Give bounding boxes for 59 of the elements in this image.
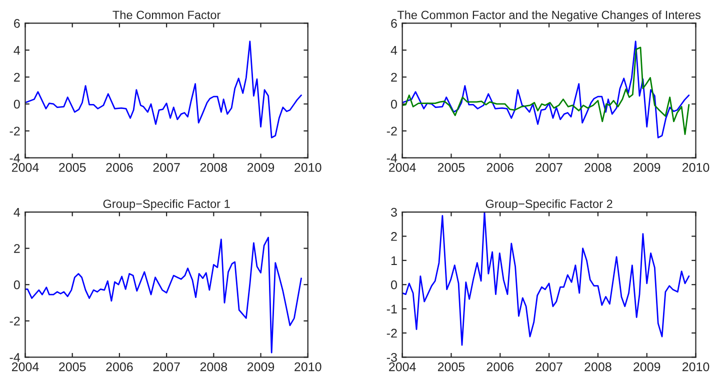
y-tick-label: 4 bbox=[14, 208, 20, 217]
x-tick-label: 2005 bbox=[59, 362, 86, 372]
y-tick-label: 2 bbox=[391, 72, 397, 82]
y-tick-label: 0 bbox=[390, 100, 397, 109]
line-series bbox=[25, 236, 302, 354]
x-tick-label: 2010 bbox=[682, 163, 710, 172]
x-tick-label: 2007 bbox=[153, 163, 180, 172]
x-tick-label: 2005 bbox=[438, 163, 465, 172]
x-tick-label: 2004 bbox=[389, 163, 416, 172]
x-tick-label: 2007 bbox=[536, 163, 562, 172]
y-tick-label: -2 bbox=[386, 328, 397, 338]
chart-title: Group−Specific Factor 2 bbox=[486, 199, 612, 210]
x-tick-label: 2008 bbox=[584, 163, 612, 172]
x-tick-label: 2008 bbox=[200, 362, 228, 372]
chart-title: The Common Factor and the Negative Changes of Interes bbox=[397, 10, 701, 22]
y-tick-label: 6 bbox=[391, 18, 397, 28]
y-tick-label: 0 bbox=[390, 280, 397, 290]
x-tick-label: 2007 bbox=[536, 362, 562, 372]
x-tick-label: 2006 bbox=[106, 362, 133, 372]
line-series bbox=[402, 212, 690, 346]
y-tick-label: -3 bbox=[386, 352, 397, 362]
x-tick-label: 2010 bbox=[294, 163, 322, 172]
x-tick-label: 2005 bbox=[59, 163, 86, 172]
x-tick-label: 2009 bbox=[247, 362, 274, 372]
x-tick-label: 2008 bbox=[584, 362, 612, 372]
y-tick-label: -2 bbox=[10, 126, 20, 136]
x-tick-label: 2006 bbox=[106, 163, 133, 172]
y-tick-label: -4 bbox=[386, 154, 398, 162]
y-tick-label: 4 bbox=[390, 46, 398, 55]
x-tick-label: 2009 bbox=[634, 163, 660, 172]
y-tick-label: 6 bbox=[14, 18, 20, 28]
x-tick-label: 2004 bbox=[389, 362, 416, 372]
x-tick-label: 2005 bbox=[438, 362, 465, 372]
y-tick-label: -2 bbox=[386, 126, 397, 136]
x-tick-label: 2009 bbox=[634, 362, 660, 372]
x-tick-label: 2007 bbox=[153, 362, 180, 372]
chart-title: Group−Specific Factor 1 bbox=[103, 199, 230, 210]
y-tick-label: 2 bbox=[391, 232, 397, 241]
chart-title: The Common Factor bbox=[112, 10, 220, 20]
x-tick-label: 2006 bbox=[486, 163, 514, 172]
x-tick-label: 2008 bbox=[200, 163, 228, 172]
y-tick-label: 1 bbox=[391, 256, 397, 265]
y-tick-label: -1 bbox=[386, 304, 397, 314]
x-tick-label: 2009 bbox=[247, 163, 274, 172]
y-tick-label: 0 bbox=[14, 100, 20, 109]
y-tick-label: -4 bbox=[10, 353, 20, 362]
y-tick-label: 2 bbox=[14, 72, 20, 82]
y-tick-label: 3 bbox=[390, 208, 397, 217]
y-tick-label: -2 bbox=[10, 316, 20, 326]
y-tick-label: -4 bbox=[10, 154, 20, 162]
x-tick-label: 2004 bbox=[12, 163, 39, 172]
y-tick-label: 0 bbox=[14, 280, 20, 290]
x-tick-label: 2004 bbox=[12, 362, 39, 372]
y-tick-label: 2 bbox=[14, 244, 20, 253]
y-tick-label: 4 bbox=[14, 46, 20, 55]
x-tick-label: 2006 bbox=[486, 362, 514, 372]
line-series bbox=[25, 40, 302, 138]
x-tick-label: 2010 bbox=[682, 362, 710, 372]
x-tick-label: 2010 bbox=[294, 362, 322, 372]
